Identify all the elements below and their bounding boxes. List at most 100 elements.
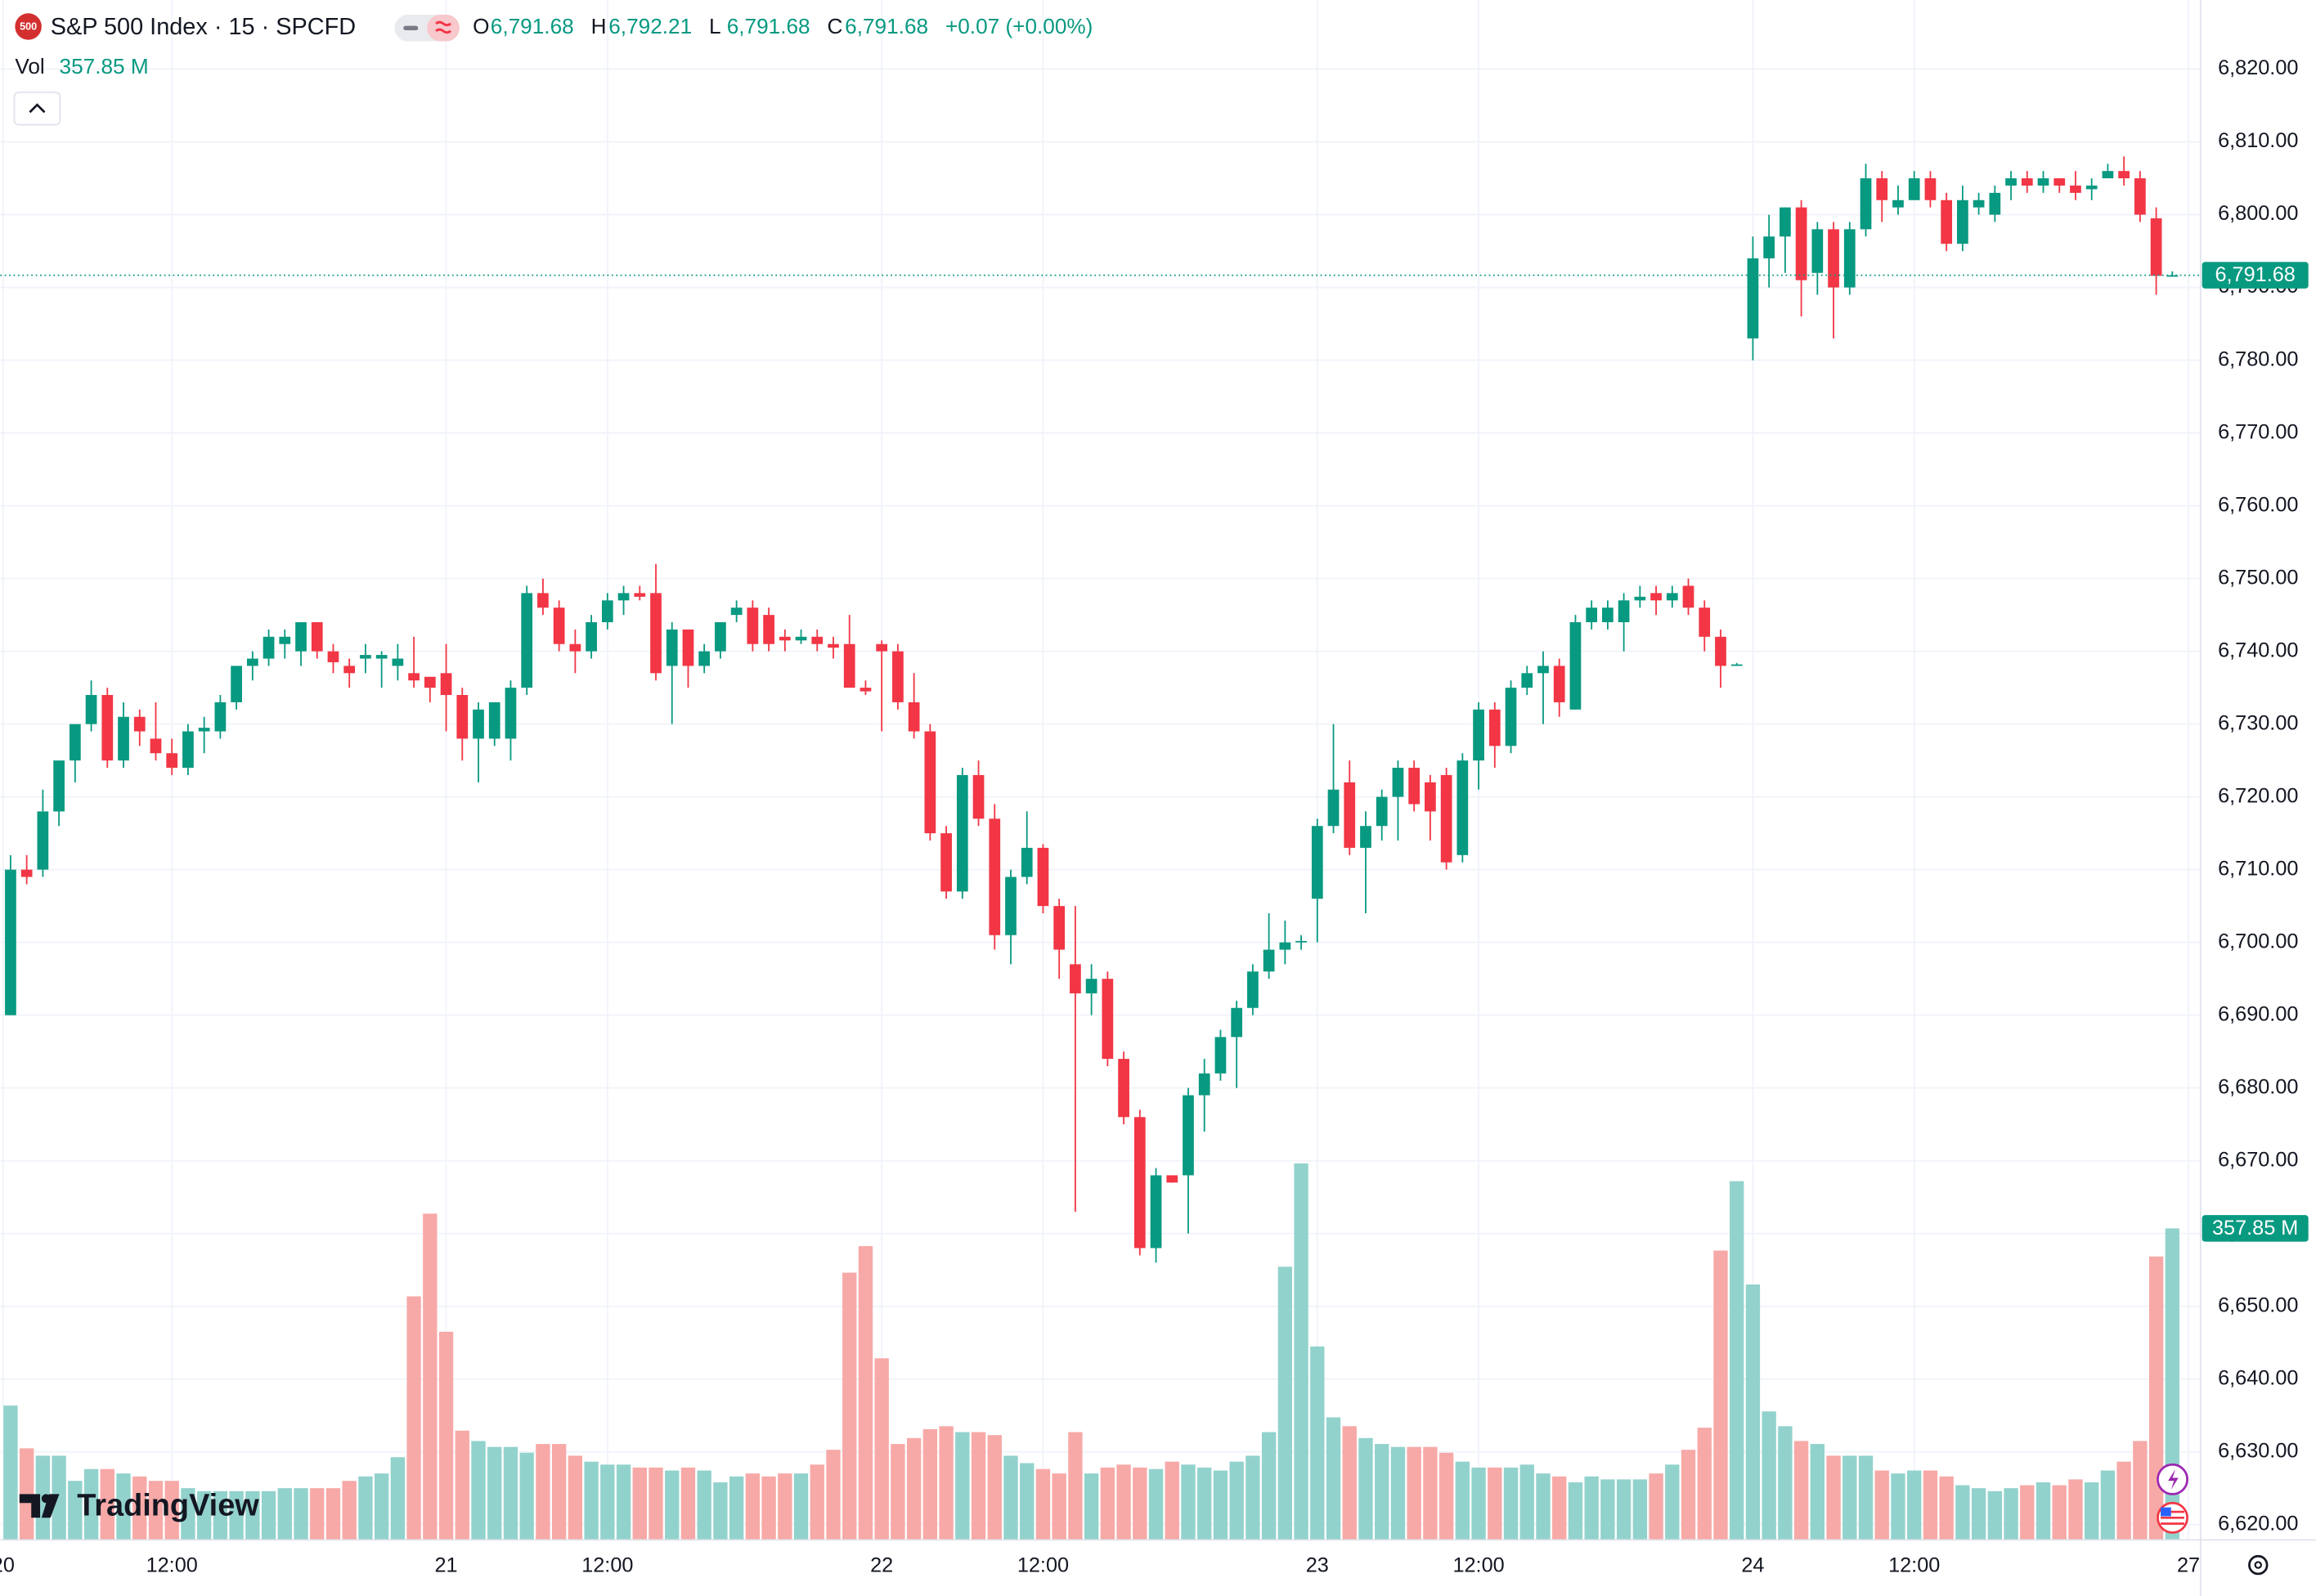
volume-bar [1713, 1250, 1728, 1540]
volume-bar [649, 1467, 663, 1540]
volume-legend-value: 357.85 M [60, 54, 149, 78]
y-tick-label: 6,650.00 [2218, 1293, 2298, 1316]
volume-bar [536, 1444, 550, 1540]
volume-bar [1020, 1463, 1035, 1540]
candle-body [150, 738, 162, 754]
volume-pane [3, 1163, 2179, 1540]
volume-bar [665, 1470, 680, 1540]
settings-icon[interactable] [2248, 1554, 2269, 1576]
y-tick-label: 6,800.00 [2218, 202, 2298, 225]
volume-bar [132, 1476, 147, 1540]
y-tick-label: 6,770.00 [2218, 420, 2298, 443]
candle-body [1085, 979, 1097, 993]
volume-bar [1439, 1452, 1454, 1540]
candle-body [860, 688, 872, 692]
volume-bar [1584, 1476, 1599, 1540]
settings-icon-center [2254, 1561, 2262, 1569]
candle-body [69, 724, 81, 761]
candle-body [569, 643, 581, 652]
x-tick-label: 23 [1306, 1554, 1329, 1577]
candle-body [2070, 185, 2081, 193]
volume-bar [906, 1437, 922, 1540]
candle-body [1118, 1059, 1129, 1118]
candle-body [811, 636, 824, 644]
candle-body [2102, 171, 2114, 179]
price-pane [5, 156, 2179, 1263]
volume-bar [1519, 1464, 1534, 1540]
candle-body [1747, 258, 1759, 338]
candle-body [1473, 709, 1484, 761]
candle-body [1214, 1037, 1227, 1074]
volume-bar [164, 1481, 179, 1540]
volume-bar [181, 1488, 195, 1540]
logo-badge-text: 500 [20, 21, 37, 33]
candle-body [666, 629, 678, 666]
candle-body [892, 651, 904, 702]
candle-body [586, 622, 597, 652]
volume-bar [713, 1482, 728, 1540]
volume-bar [616, 1464, 631, 1540]
volume-bar [3, 1405, 18, 1540]
toggle-active[interactable] [427, 15, 460, 42]
volume-legend-label: Vol [15, 54, 44, 78]
last-price-tag [2202, 262, 2309, 289]
volume-bar [390, 1457, 406, 1540]
x-tick-label: 20 [0, 1554, 15, 1577]
candle-body [101, 695, 114, 761]
candle-body [1876, 178, 1888, 200]
volume-bar [1810, 1444, 1825, 1540]
candle-body [1198, 1073, 1210, 1096]
symbol-title: S&P 500 Index · 15 · SPCFD [51, 14, 356, 40]
collapse-button[interactable] [13, 91, 61, 126]
candle-body [1715, 636, 1726, 666]
candle-body [133, 716, 146, 732]
volume-bar [2116, 1461, 2131, 1540]
candle-body [1102, 979, 1114, 1060]
candle-body [1053, 906, 1066, 950]
volume-bar [1116, 1464, 1131, 1540]
candle-body [1505, 688, 1517, 746]
volume-bar [2085, 1482, 2099, 1540]
brand: TradingView [19, 1489, 259, 1523]
candle-body [1892, 200, 1904, 208]
ohlc-key: L [709, 14, 721, 38]
x-tick-label: 27 [2177, 1554, 2200, 1577]
volume-bar [1762, 1411, 1776, 1540]
candle-body [972, 774, 985, 819]
volume-bar [2100, 1470, 2116, 1540]
y-tick-label: 6,750.00 [2218, 566, 2298, 589]
volume-bar [83, 1468, 99, 1540]
volume-bar [793, 1473, 809, 1540]
volume-bar [310, 1488, 325, 1540]
volume-bar [196, 1491, 212, 1540]
candle-body [1843, 229, 1856, 288]
candle-body [1392, 768, 1404, 797]
volume-bar [568, 1455, 583, 1540]
volume-bar [148, 1481, 164, 1540]
ohlc-value: 6,792.21 [608, 14, 692, 38]
candle-body [1183, 1095, 1194, 1176]
volume-bar [745, 1473, 761, 1540]
candle-body [682, 629, 694, 666]
candle-body [1650, 593, 1662, 601]
candle-body [488, 702, 500, 739]
ohlc-value: 6,791.68 [491, 14, 574, 38]
volume-bar [1971, 1488, 1986, 1540]
volume-bar [1649, 1473, 1663, 1540]
candle-body [327, 651, 339, 662]
candle-body [1828, 229, 1839, 288]
volume-bar [1730, 1181, 1744, 1540]
candle-body [20, 869, 33, 877]
candle-body [2118, 171, 2130, 179]
x-tick-label: 21 [434, 1554, 457, 1577]
volume-bar [1552, 1476, 1567, 1540]
candle-body [279, 636, 291, 644]
ohlc-value: 6,791.68 [727, 14, 810, 38]
volume-bar [1616, 1479, 1632, 1540]
flag-canton [2161, 1507, 2171, 1517]
volume-bar [891, 1444, 905, 1540]
volume-bar [294, 1488, 308, 1540]
collapse-icon [29, 103, 46, 114]
candle-body [1344, 782, 1356, 848]
